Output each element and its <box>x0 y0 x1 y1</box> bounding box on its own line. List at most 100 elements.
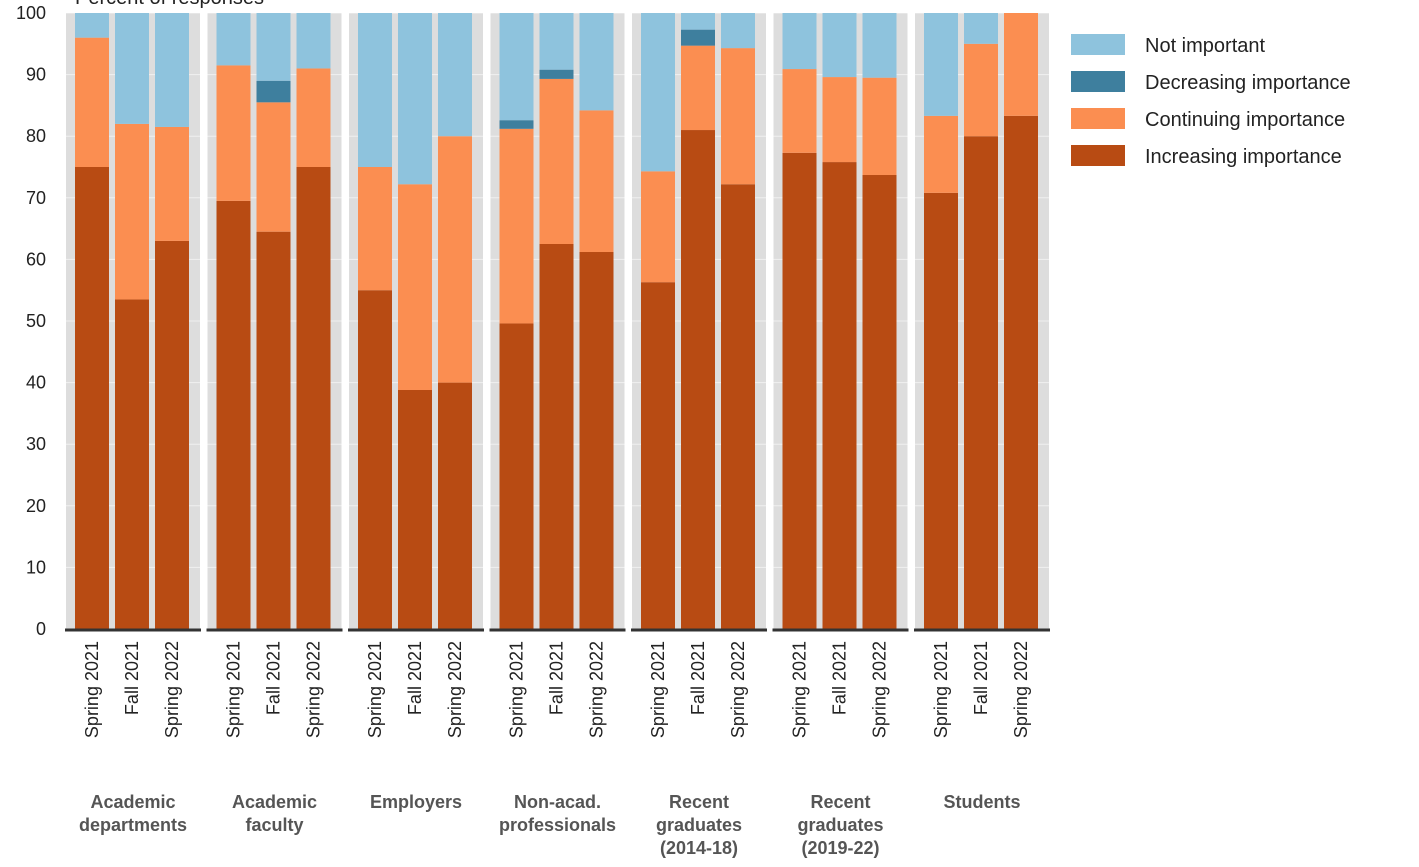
bar-segment-continuing-importance <box>964 43 998 137</box>
bar-segment-not-important <box>964 13 998 44</box>
y-tick-label: 100 <box>16 3 46 23</box>
bar-segment-not-important <box>862 13 897 78</box>
bar-segment-increasing-importance <box>822 162 857 629</box>
bar-segment-not-important <box>681 13 715 30</box>
bar-segment-not-important <box>539 13 574 70</box>
y-tick-label: 0 <box>36 619 46 639</box>
bar-segment-continuing-importance <box>862 77 897 176</box>
group-labels: Academic departments Academic faculty Employ… <box>79 792 1021 858</box>
legend-swatch-not-important <box>1071 34 1125 55</box>
group-label: faculty <box>245 815 303 835</box>
legend-label-decreasing-importance: Decreasing importance <box>1145 72 1351 94</box>
bar-segment-increasing-importance <box>579 252 614 629</box>
bar-segment-continuing-importance <box>75 37 109 167</box>
y-tick-label: 90 <box>26 65 46 85</box>
bar-segment-not-important <box>438 13 472 137</box>
group-label: Recent <box>810 792 870 812</box>
x-tick-label: Spring 2021 <box>82 641 102 738</box>
bar-segment-increasing-importance <box>499 323 534 629</box>
group-label: Students <box>943 792 1020 812</box>
bar-segment-continuing-importance <box>155 126 189 241</box>
bar-segment-continuing-importance <box>499 128 534 324</box>
x-tick-label: Spring 2021 <box>224 641 244 738</box>
bar-segment-not-important <box>398 13 432 185</box>
x-tick-label: Fall 2021 <box>122 641 142 715</box>
bar-segment-not-important <box>782 13 817 70</box>
bar-segment-decreasing-importance <box>681 29 715 46</box>
x-tick-label: Spring 2022 <box>870 641 890 738</box>
bar-segment-increasing-importance <box>964 136 998 629</box>
x-tick-label: Spring 2022 <box>587 641 607 738</box>
bar-segment-continuing-importance <box>358 167 392 291</box>
bar-segment-not-important <box>358 13 392 167</box>
bar-segment-not-important <box>75 13 109 38</box>
bar-segment-not-important <box>296 13 331 69</box>
bar-segment-increasing-importance <box>155 240 189 630</box>
group-label: (2014-18) <box>660 838 738 858</box>
bar-segment-increasing-importance <box>115 299 149 629</box>
group-label: Academic <box>90 792 175 812</box>
x-tick-label: Spring 2021 <box>365 641 385 738</box>
y-tick-label: 50 <box>26 311 46 331</box>
x-tick-label: Fall 2021 <box>830 641 850 715</box>
bar-segment-increasing-importance <box>438 382 472 629</box>
bar-segment-increasing-importance <box>216 200 251 629</box>
x-tick-label: Spring 2022 <box>162 641 182 738</box>
bar-segment-continuing-importance <box>1004 13 1038 116</box>
x-tick-label: Fall 2021 <box>971 641 991 715</box>
group-label: professionals <box>499 815 616 835</box>
bar-segment-continuing-importance <box>256 102 291 232</box>
x-tick-label: Spring 2022 <box>304 641 324 738</box>
bar-segment-continuing-importance <box>438 136 472 383</box>
bar-segment-not-important <box>579 13 614 111</box>
y-tick-label: 20 <box>26 496 46 516</box>
bar-segment-decreasing-importance <box>499 120 534 129</box>
bar-segment-increasing-importance <box>862 175 897 629</box>
x-tick-label: Spring 2021 <box>648 641 668 738</box>
y-tick-label: 30 <box>26 434 46 454</box>
bar-segment-continuing-importance <box>641 171 675 283</box>
bar-segment-continuing-importance <box>681 45 715 131</box>
bar-segment-increasing-importance <box>398 389 432 629</box>
legend-label-increasing-importance: Increasing importance <box>1145 146 1342 168</box>
bar-segment-increasing-importance <box>641 282 675 629</box>
bar-segment-continuing-importance <box>721 48 755 185</box>
group-label: departments <box>79 815 187 835</box>
bar-segment-increasing-importance <box>1004 115 1038 629</box>
y-tick-label: 40 <box>26 373 46 393</box>
group-label: graduates <box>797 815 883 835</box>
bar-segment-increasing-importance <box>924 192 958 629</box>
group-label: (2019-22) <box>801 838 879 858</box>
bar-segment-increasing-importance <box>721 184 755 630</box>
legend-swatch-increasing-importance <box>1071 145 1125 166</box>
group-label: graduates <box>656 815 742 835</box>
x-tick-label: Fall 2021 <box>688 641 708 715</box>
x-tick-label: Spring 2021 <box>507 641 527 738</box>
bar-segment-not-important <box>216 13 251 66</box>
legend-swatch-decreasing-importance <box>1071 71 1125 92</box>
y-axis-label: Percent of responses <box>75 0 264 9</box>
bar-segment-not-important <box>499 13 534 121</box>
bar-segment-not-important <box>721 13 755 49</box>
bar-segment-decreasing-importance <box>256 80 291 103</box>
legend: Not important Decreasing importance Contin… <box>1071 34 1351 168</box>
bar-segment-increasing-importance <box>358 290 392 629</box>
y-tick-label: 60 <box>26 249 46 269</box>
bar-segment-decreasing-importance <box>539 69 574 79</box>
bar-segment-increasing-importance <box>75 167 109 629</box>
x-tick-label: Spring 2021 <box>790 641 810 738</box>
bar-segment-not-important <box>924 13 958 116</box>
bar-segment-increasing-importance <box>296 167 331 629</box>
x-tick-label: Spring 2021 <box>931 641 951 738</box>
bars <box>75 13 1038 630</box>
x-tick-label: Spring 2022 <box>728 641 748 738</box>
bar-segment-continuing-importance <box>782 69 817 153</box>
y-tick-label: 80 <box>26 126 46 146</box>
bar-segment-not-important <box>641 13 675 172</box>
bar-segment-continuing-importance <box>296 68 331 167</box>
x-tick-label: Fall 2021 <box>405 641 425 715</box>
group-label: Non-acad. <box>514 792 601 812</box>
y-tick-label: 70 <box>26 188 46 208</box>
group-label: Academic <box>232 792 317 812</box>
